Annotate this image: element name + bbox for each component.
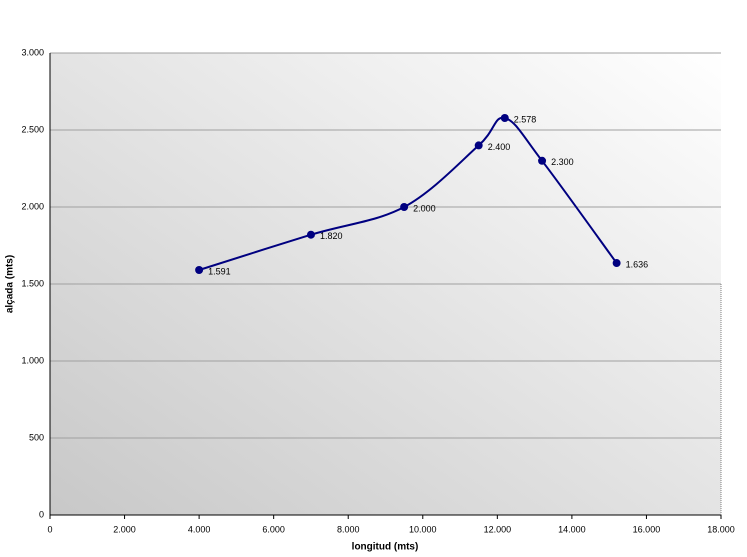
x-tick-label: 10.000 bbox=[409, 524, 437, 534]
x-tick-label: 8.000 bbox=[337, 524, 360, 534]
marker bbox=[400, 203, 409, 211]
y-tick-label: 3.000 bbox=[21, 47, 44, 57]
x-tick-label: 14.000 bbox=[558, 524, 586, 534]
data-label: 1.820 bbox=[320, 231, 343, 241]
data-label: 2.578 bbox=[514, 114, 537, 124]
data-label: 1.636 bbox=[626, 259, 649, 269]
y-tick-label: 0 bbox=[39, 509, 44, 519]
data-label: 2.300 bbox=[551, 157, 574, 167]
marker bbox=[538, 156, 547, 165]
marker bbox=[474, 141, 483, 150]
x-tick-label: 0 bbox=[47, 524, 52, 534]
x-tick-label: 2.000 bbox=[113, 524, 136, 534]
data-label: 2.000 bbox=[413, 203, 436, 213]
data-label: 1.591 bbox=[208, 266, 231, 276]
y-axis-title: alçada (mts) bbox=[5, 255, 16, 313]
data-label: 2.400 bbox=[488, 142, 511, 152]
y-tick-label: 1.500 bbox=[21, 278, 44, 288]
marker bbox=[306, 230, 315, 239]
x-tick-label: 18.000 bbox=[707, 524, 735, 534]
x-tick-label: 12.000 bbox=[484, 524, 512, 534]
marker bbox=[195, 265, 204, 274]
y-tick-label: 2.000 bbox=[21, 201, 44, 211]
x-axis-title: longitud (mts) bbox=[352, 542, 419, 553]
marker bbox=[500, 113, 509, 122]
x-tick-label: 6.000 bbox=[262, 524, 285, 534]
y-tick-label: 2.500 bbox=[21, 124, 44, 134]
x-tick-label: 4.000 bbox=[188, 524, 211, 534]
y-tick-label: 500 bbox=[29, 432, 44, 442]
x-tick-label: 16.000 bbox=[633, 524, 661, 534]
marker bbox=[612, 259, 621, 268]
y-tick-label: 1.000 bbox=[21, 355, 44, 365]
